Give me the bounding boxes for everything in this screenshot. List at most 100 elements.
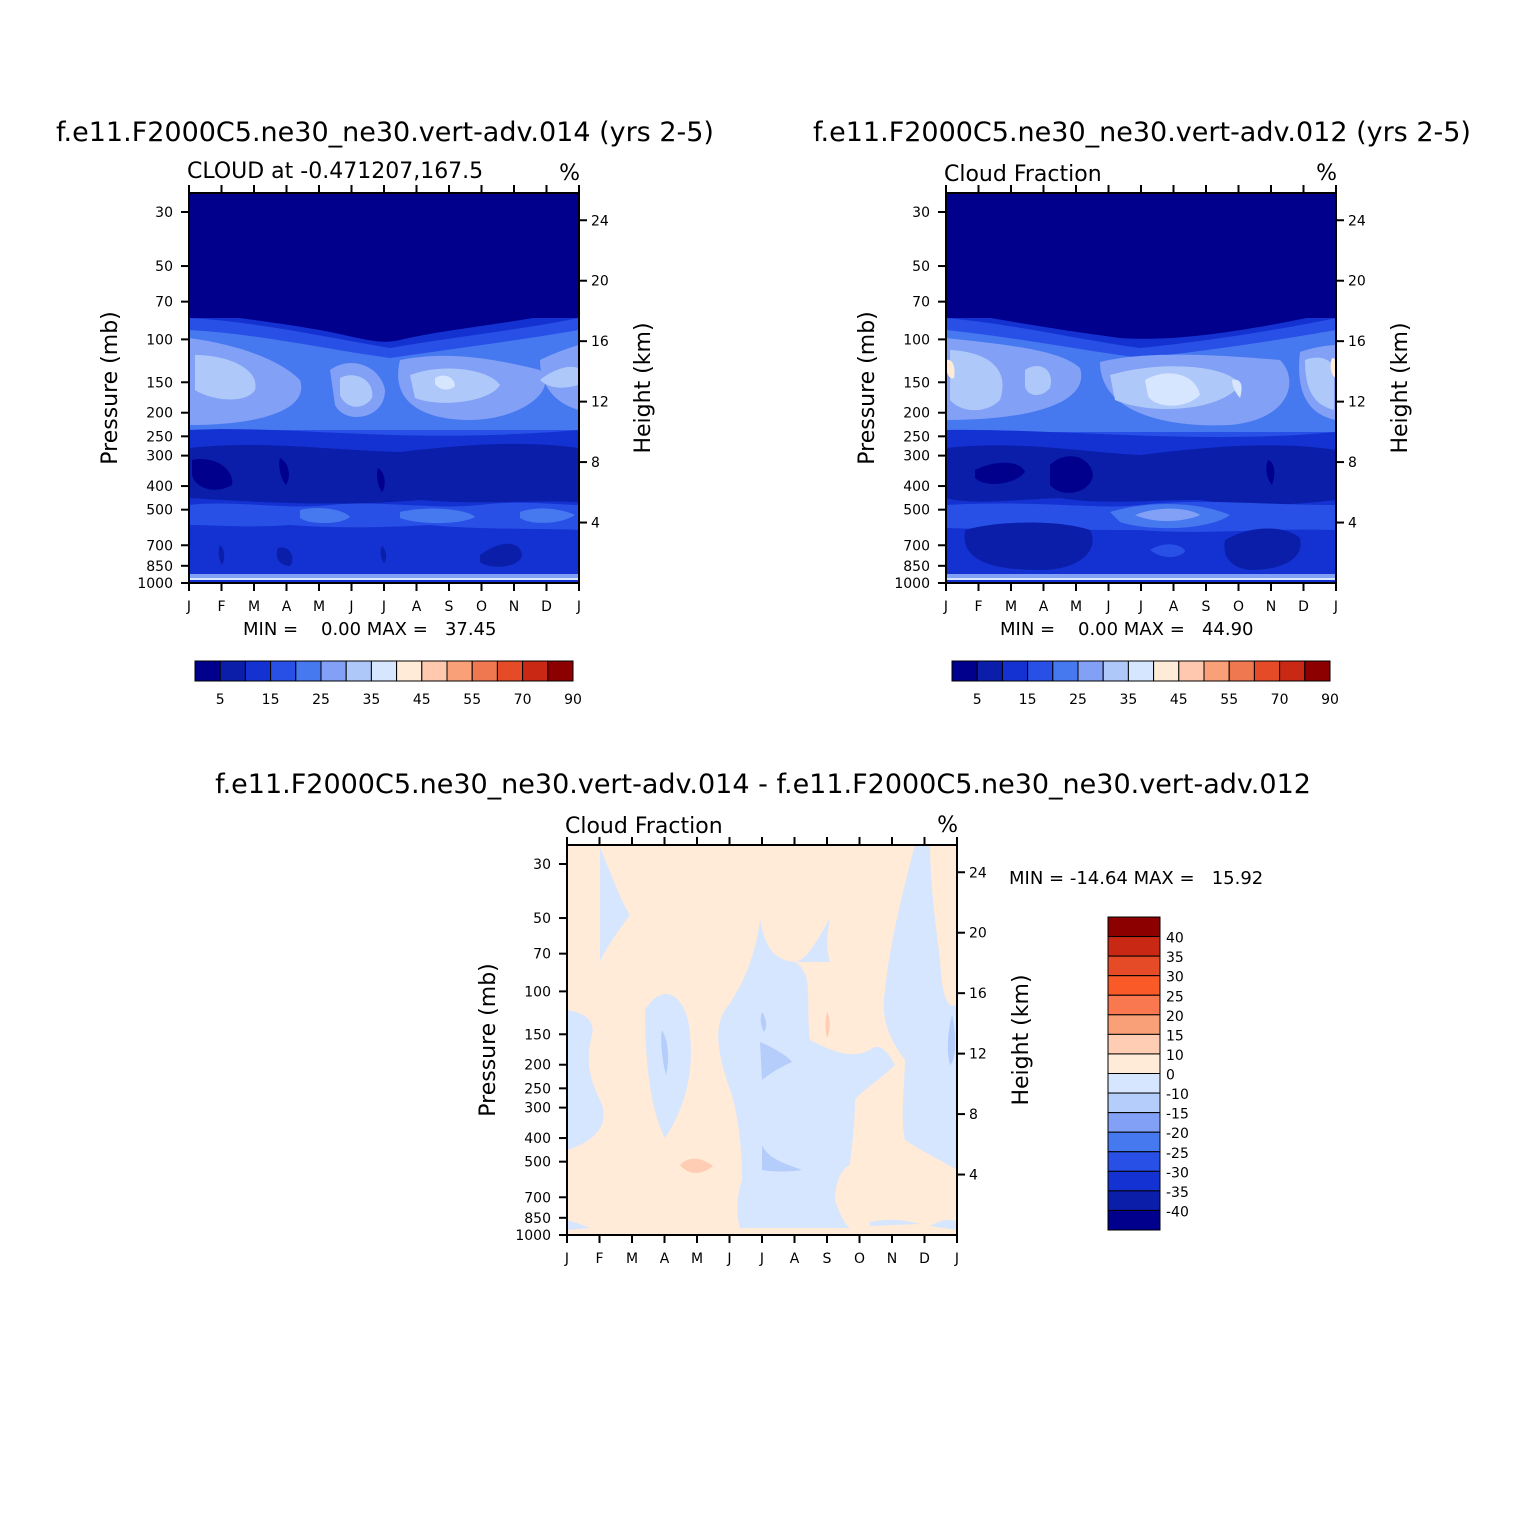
colorbar-label: -15 <box>1166 1107 1189 1123</box>
y-tick-label: 70 <box>912 295 930 311</box>
colorbar-swatch <box>1107 955 1161 977</box>
y-tick-label: 1000 <box>515 1228 551 1244</box>
panel-3-minmax: MIN = -14.64 MAX = 15.92 <box>1009 868 1263 889</box>
x-tick-label: O <box>1233 599 1244 615</box>
y-right-tick-label: 24 <box>591 213 609 229</box>
colorbar-swatch <box>320 660 347 682</box>
band-darkest-3 <box>377 468 385 492</box>
x-tick-label: S <box>823 1251 832 1267</box>
x-tick-label: D <box>919 1251 930 1267</box>
neg-region-mid-2 <box>760 1012 767 1032</box>
y-right-tick-label: 12 <box>591 395 609 411</box>
colorbar-label: -20 <box>1166 1126 1189 1142</box>
colorbar-label: 10 <box>1166 1048 1184 1064</box>
colorbar-swatch <box>194 660 221 682</box>
band-mid-2 <box>189 502 579 530</box>
surface-light-strip <box>189 574 579 579</box>
panel-2-contour-field <box>946 193 1336 583</box>
panel-3-colorbar: 40 35 30 25 20 15 10 0 -10 -15 -20 -25 -30 -35 -40 <box>1107 916 1189 1231</box>
surface-light-strip <box>946 574 1336 579</box>
x-tick-label: A <box>282 599 292 615</box>
y-tick-label: 250 <box>903 429 930 445</box>
x-tick-label: J <box>1333 599 1338 615</box>
band-dark-4 <box>380 546 387 563</box>
colorbar-label: 25 <box>312 692 330 708</box>
y-right-tick-label: 4 <box>1348 516 1357 532</box>
band-warm-2 <box>1330 358 1336 378</box>
colorbar-swatch <box>1027 660 1054 682</box>
y-tick-label: 700 <box>524 1190 551 1206</box>
y-tick-label: 70 <box>155 295 173 311</box>
y-tick-label: 700 <box>146 538 173 554</box>
x-tick-label: D <box>1298 599 1309 615</box>
colorbar-swatch <box>471 660 498 682</box>
colorbar-swatch <box>421 660 448 682</box>
colorbar-swatch <box>1107 1112 1161 1133</box>
y-right-tick-label: 4 <box>969 1168 978 1184</box>
band-dark-1 <box>189 443 579 504</box>
y-right-tick-label: 24 <box>1348 213 1366 229</box>
panel-3-subtitle: Cloud Fraction <box>565 814 723 839</box>
x-tick-label: N <box>1266 599 1276 615</box>
x-tick-label: M <box>691 1251 703 1267</box>
y-tick-label: 150 <box>903 375 930 391</box>
band-darkest-1 <box>192 459 233 490</box>
surface-pale-strip <box>189 578 579 580</box>
band-darkest-3 <box>1266 460 1275 485</box>
band-light-1 <box>195 355 256 400</box>
pos-region-mid-1 <box>825 1012 830 1038</box>
y-tick-label: 250 <box>146 429 173 445</box>
colorbar-swatch <box>1107 1014 1161 1035</box>
x-tick-label: F <box>217 599 225 615</box>
x-tick-label: S <box>1202 599 1211 615</box>
colorbar-label: 5 <box>216 692 225 708</box>
band-light-4 <box>540 366 578 388</box>
band-mid-3 <box>300 507 350 524</box>
y-tick-label: 500 <box>146 503 173 519</box>
y-tick-label: 200 <box>146 406 173 422</box>
y-right-tick-label: 20 <box>969 926 987 942</box>
panel-1: f.e11.F2000C5.ne30_ne30.vert-adv.014 (yr… <box>56 117 714 708</box>
x-tick-label: J <box>348 599 353 615</box>
colorbar-label: 0 <box>1166 1068 1175 1084</box>
x-tick-label: A <box>1169 599 1179 615</box>
y-tick-label: 850 <box>903 559 930 575</box>
neg-region-6 <box>567 1220 590 1230</box>
colorbar-swatch <box>219 660 246 682</box>
y-tick-label: 1000 <box>894 576 930 592</box>
colorbar-swatch <box>522 660 549 682</box>
x-tick-label: N <box>509 599 519 615</box>
band-dark-5 <box>480 543 522 567</box>
y-tick-label: 250 <box>524 1081 551 1097</box>
x-tick-label: J <box>186 599 191 615</box>
colorbar-swatch <box>244 660 272 682</box>
y-tick-label: 50 <box>912 259 930 275</box>
panel-1-minmax: MIN = 0.00 MAX = 37.45 <box>243 619 496 640</box>
y-tick-label: 500 <box>903 503 930 519</box>
y-right-tick-label: 16 <box>591 334 609 350</box>
neg-region-mid-3 <box>760 1042 792 1080</box>
colorbar-swatch <box>1228 660 1255 682</box>
y-tick-label: 100 <box>146 332 173 348</box>
colorbar-label: 35 <box>1166 950 1184 966</box>
y-tick-label: 850 <box>146 559 173 575</box>
colorbar-swatch <box>1001 660 1029 682</box>
y-right-tick-label: 12 <box>1348 395 1366 411</box>
panel-1-subtitle: CLOUD at -0.471207,167.5 <box>187 159 483 184</box>
neg-region-5 <box>883 845 957 1170</box>
colorbar-swatch <box>1077 660 1104 682</box>
colorbar-label: 5 <box>973 692 982 708</box>
colorbar-swatch <box>1203 660 1230 682</box>
panel-1-ylabel: Pressure (mb) <box>98 311 123 465</box>
colorbar-label: 45 <box>413 692 431 708</box>
band-mid-5 <box>520 508 575 523</box>
colorbar-label: 40 <box>1166 931 1184 947</box>
colorbar-swatch <box>1107 1033 1161 1055</box>
colorbar-label: 70 <box>1271 692 1289 708</box>
y-tick-label: 700 <box>903 538 930 554</box>
panel-1-units: % <box>559 161 580 186</box>
band-pale-1 <box>1145 373 1200 406</box>
x-tick-label: J <box>1105 599 1110 615</box>
colorbar-swatch <box>446 660 473 682</box>
colorbar-swatch <box>1107 994 1161 1016</box>
